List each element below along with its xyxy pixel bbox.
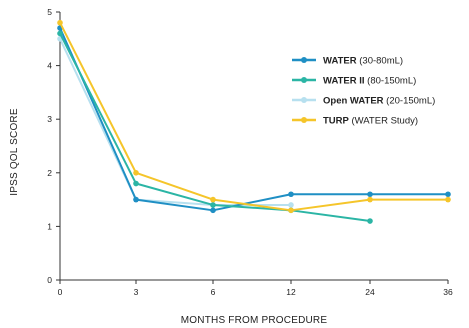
data-point-water-ii [367, 218, 373, 224]
legend: WATER (30-80mL) WATER II (80-150mL) Open W… [292, 56, 435, 127]
x-tick-label: 0 [58, 287, 63, 297]
data-point-water [367, 191, 373, 198]
x-tick-label: 24 [365, 287, 375, 297]
y-tick-label: 5 [47, 7, 52, 17]
data-point-turp [367, 196, 373, 203]
legend-marker-water [301, 57, 307, 63]
legend-marker-water-ii [301, 77, 307, 83]
legend-label-turp: TURP (WATER Study) [323, 116, 418, 127]
data-point-water-ii [133, 180, 139, 187]
y-tick-label: 4 [47, 61, 52, 71]
x-tick-label: 6 [211, 287, 216, 297]
legend-marker-turp [301, 117, 307, 123]
y-axis-title: IPSS QOL SCORE [9, 108, 20, 196]
data-point-open-water [288, 202, 294, 208]
data-point-turp [288, 207, 294, 214]
legend-label-water-ii: WATER II (80-150mL) [323, 76, 416, 87]
axes [59, 12, 448, 281]
x-tick-label: 3 [134, 287, 139, 297]
data-point-turp [133, 170, 139, 176]
data-point-water [288, 191, 294, 198]
series-line-water [59, 27, 448, 212]
legend-label-water: WATER (30-80mL) [323, 56, 403, 67]
data-point-turp [57, 19, 63, 26]
series-line-turp [59, 22, 448, 212]
data-point-water [133, 196, 139, 203]
y-tick-label: 3 [47, 114, 52, 124]
y-tick-label: 0 [47, 275, 52, 285]
data-point-water-ii [57, 30, 63, 37]
data-point-turp [445, 196, 451, 203]
y-tick-label: 2 [47, 168, 52, 178]
series-layer [57, 19, 451, 224]
legend-marker-open-water [301, 97, 307, 103]
series-line-open-water [59, 38, 291, 206]
x-tick-label: 36 [443, 287, 453, 297]
data-point-turp [210, 196, 216, 203]
data-point-water [210, 207, 216, 214]
x-axis-title: MONTHS FROM PROCEDURE [181, 315, 328, 326]
legend-label-open-water: Open WATER (20-150mL) [323, 96, 435, 107]
data-point-water [445, 191, 451, 198]
y-tick-label: 1 [47, 221, 52, 231]
x-tick-label: 12 [286, 287, 296, 297]
data-point-water-ii [210, 202, 216, 208]
